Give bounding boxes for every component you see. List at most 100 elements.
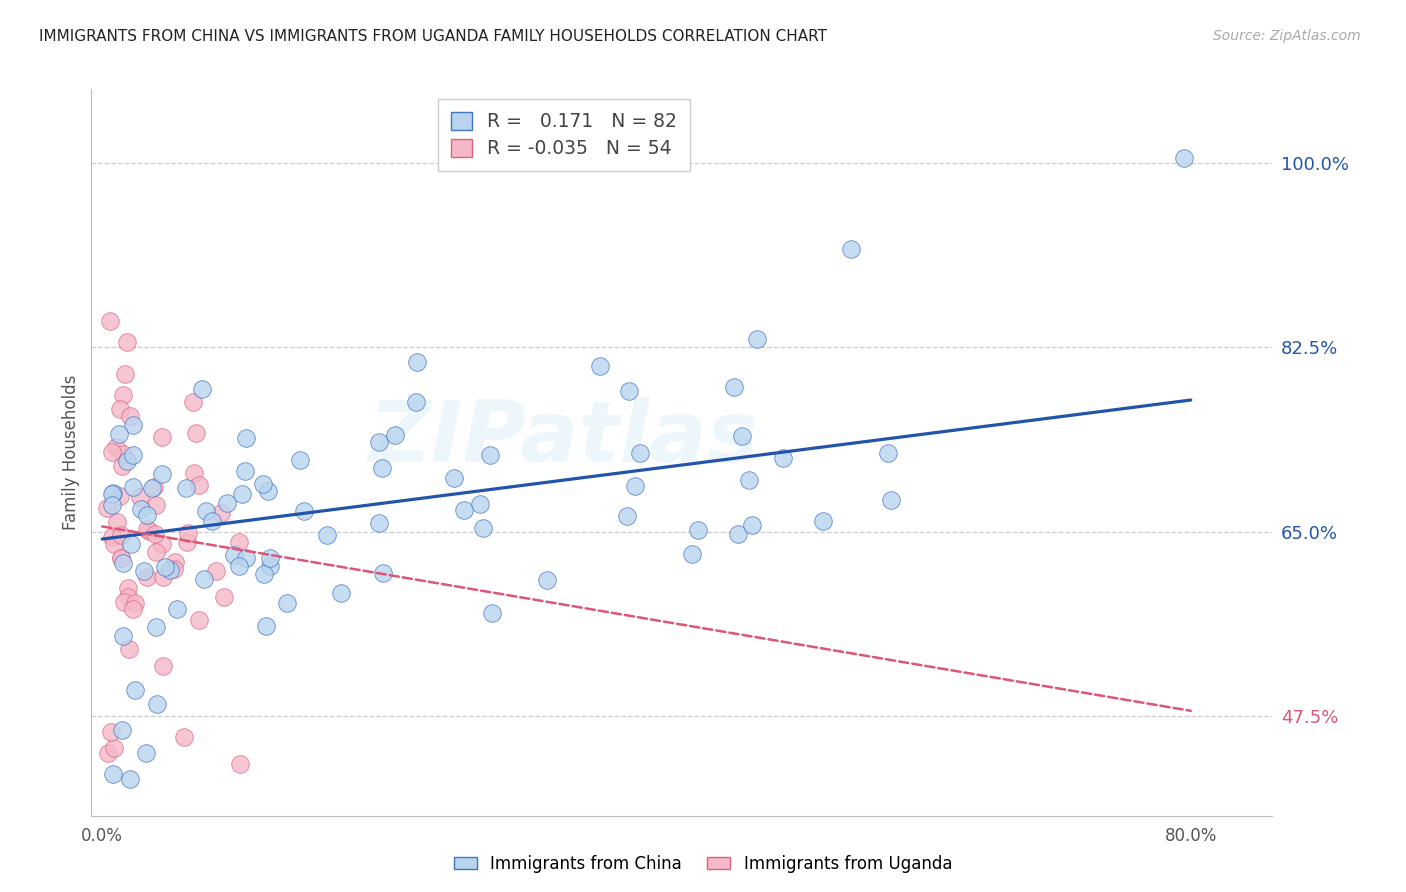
- Point: [110, 550, 132, 565]
- Point: [138, 524, 160, 538]
- Point: [215, 496, 238, 510]
- Point: [745, 332, 768, 346]
- Point: [536, 573, 558, 587]
- Point: [142, 480, 165, 494]
- Point: [141, 481, 163, 495]
- Point: [256, 483, 278, 498]
- Point: [253, 567, 276, 582]
- Point: [876, 446, 898, 460]
- Text: ZIPatlas: ZIPatlas: [368, 397, 759, 480]
- Point: [103, 740, 125, 755]
- Point: [117, 591, 139, 605]
- Point: [839, 242, 862, 256]
- Point: [117, 334, 139, 349]
- Point: [468, 497, 491, 511]
- Point: [146, 697, 169, 711]
- Point: [108, 427, 131, 442]
- Point: [1173, 151, 1195, 165]
- Point: [100, 530, 122, 544]
- Point: [96, 501, 118, 516]
- Point: [122, 418, 145, 433]
- Point: [453, 502, 475, 516]
- Point: [623, 479, 645, 493]
- Point: [101, 445, 124, 459]
- Point: [173, 730, 195, 744]
- Point: [129, 490, 152, 504]
- Point: [186, 425, 208, 440]
- Point: [405, 355, 427, 369]
- Point: [166, 601, 188, 615]
- Point: [681, 547, 703, 561]
- Point: [204, 564, 226, 578]
- Point: [235, 431, 257, 445]
- Point: [152, 467, 174, 482]
- Point: [628, 446, 651, 460]
- Point: [136, 523, 159, 537]
- Point: [101, 486, 124, 500]
- Point: [153, 560, 176, 574]
- Point: [122, 480, 145, 494]
- Point: [481, 606, 503, 620]
- Point: [111, 723, 134, 737]
- Point: [259, 558, 281, 573]
- Point: [231, 487, 253, 501]
- Point: [121, 449, 143, 463]
- Legend: Immigrants from China, Immigrants from Uganda: Immigrants from China, Immigrants from U…: [447, 848, 959, 880]
- Point: [110, 550, 132, 565]
- Point: [276, 596, 298, 610]
- Point: [617, 384, 640, 398]
- Text: IMMIGRANTS FROM CHINA VS IMMIGRANTS FROM UGANDA FAMILY HOUSEHOLDS CORRELATION CH: IMMIGRANTS FROM CHINA VS IMMIGRANTS FROM…: [39, 29, 827, 44]
- Point: [108, 490, 131, 504]
- Point: [118, 642, 141, 657]
- Point: [120, 537, 142, 551]
- Point: [103, 537, 125, 551]
- Point: [731, 429, 754, 443]
- Point: [131, 501, 153, 516]
- Point: [316, 528, 339, 542]
- Point: [152, 570, 174, 584]
- Point: [177, 526, 200, 541]
- Point: [108, 402, 131, 417]
- Point: [384, 428, 406, 442]
- Point: [195, 504, 218, 518]
- Point: [252, 477, 274, 491]
- Point: [145, 620, 167, 634]
- Point: [100, 725, 122, 739]
- Point: [371, 461, 394, 475]
- Point: [101, 487, 124, 501]
- Point: [101, 767, 124, 781]
- Point: [228, 535, 250, 549]
- Point: [330, 586, 353, 600]
- Point: [111, 459, 134, 474]
- Point: [145, 498, 167, 512]
- Point: [152, 659, 174, 673]
- Point: [150, 537, 173, 551]
- Point: [201, 514, 224, 528]
- Point: [193, 572, 215, 586]
- Point: [373, 566, 395, 581]
- Point: [616, 508, 638, 523]
- Point: [443, 471, 465, 485]
- Point: [112, 595, 135, 609]
- Point: [163, 562, 186, 576]
- Point: [686, 523, 709, 537]
- Point: [183, 466, 205, 480]
- Point: [472, 521, 495, 535]
- Point: [181, 395, 204, 409]
- Point: [111, 629, 134, 643]
- Point: [259, 551, 281, 566]
- Point: [880, 493, 903, 508]
- Point: [112, 387, 135, 401]
- Point: [772, 450, 794, 465]
- Point: [405, 394, 427, 409]
- Point: [367, 516, 389, 530]
- Point: [589, 359, 612, 373]
- Point: [174, 481, 197, 495]
- Point: [212, 591, 235, 605]
- Point: [159, 563, 181, 577]
- Point: [145, 545, 167, 559]
- Point: [741, 517, 763, 532]
- Point: [152, 430, 174, 444]
- Point: [105, 440, 128, 454]
- Point: [115, 454, 138, 468]
